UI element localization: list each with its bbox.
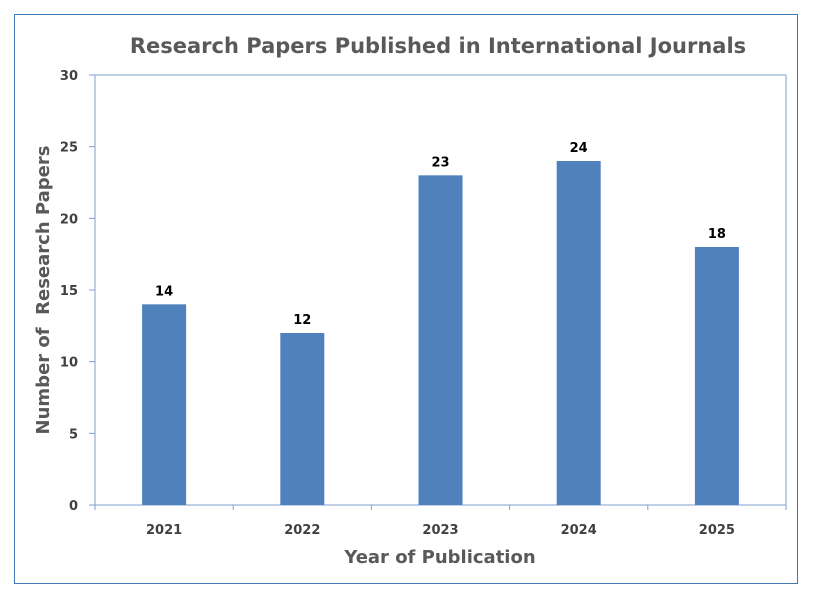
x-tick-label: 2023 <box>422 523 458 538</box>
bar-2021 <box>142 304 187 505</box>
x-tick-label: 2021 <box>146 523 182 538</box>
x-axis-title: Year of Publication <box>343 547 535 568</box>
x-tick-label: 2024 <box>561 523 597 538</box>
chart-frame <box>14 14 798 584</box>
data-label-2021: 14 <box>155 284 173 299</box>
bar-2022 <box>280 333 325 505</box>
bars <box>142 161 739 506</box>
x-tick-label: 2022 <box>284 523 320 538</box>
x-tick-label: 2025 <box>699 523 735 538</box>
data-label-2025: 18 <box>708 227 726 242</box>
bar-2023 <box>418 175 463 506</box>
y-tick-label: 0 <box>69 499 78 514</box>
y-tick-label: 25 <box>60 141 78 156</box>
y-tick-label: 30 <box>60 69 78 84</box>
bar-2025 <box>694 247 739 505</box>
data-labels: 14 12 23 24 18 <box>155 141 726 328</box>
y-tick-label: 20 <box>60 212 78 227</box>
chart-title: Research Papers Published in Internation… <box>130 34 746 58</box>
data-label-2024: 24 <box>570 141 588 156</box>
data-label-2022: 12 <box>293 313 311 328</box>
y-axis-title: Number of Research Papers <box>33 146 54 435</box>
data-label-2023: 23 <box>431 155 449 170</box>
y-tick-label: 5 <box>69 427 78 442</box>
bar-2024 <box>556 161 601 505</box>
x-axis: 2021 2022 2023 2024 2025 <box>94 505 787 538</box>
y-axis: 0 5 10 15 20 25 30 <box>60 69 95 514</box>
y-tick-label: 15 <box>60 284 78 299</box>
y-tick-label: 10 <box>60 356 78 371</box>
